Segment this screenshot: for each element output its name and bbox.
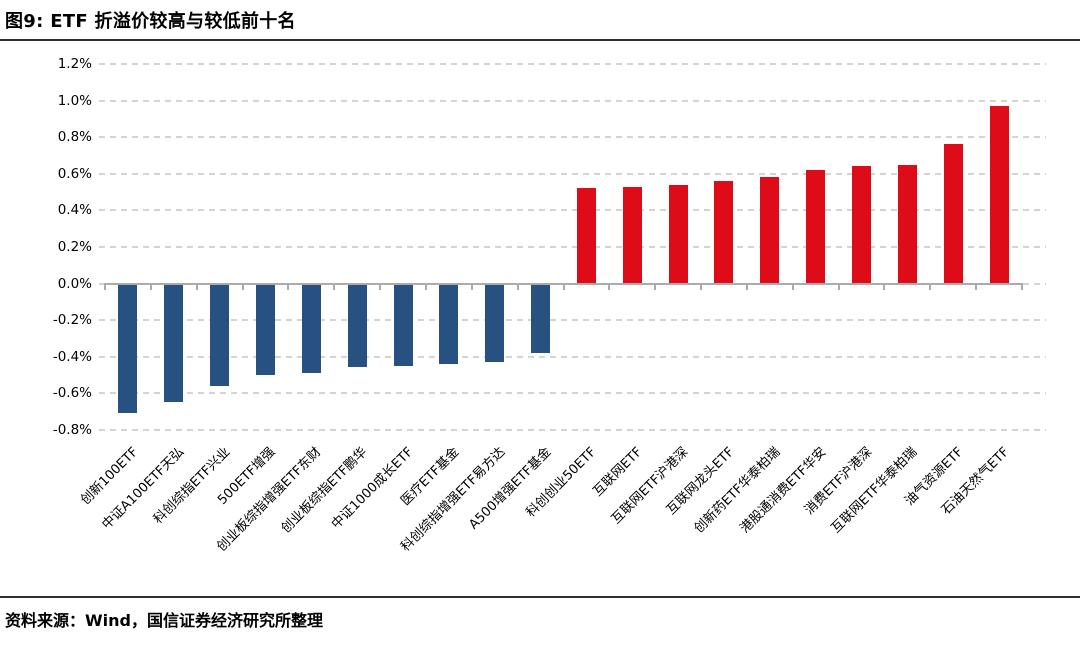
x-axis-tick bbox=[379, 284, 382, 290]
bar bbox=[439, 285, 459, 364]
title-divider bbox=[0, 39, 1080, 41]
x-axis-tick bbox=[1021, 284, 1023, 290]
bar bbox=[989, 105, 1009, 284]
bar bbox=[760, 177, 780, 284]
x-tick-label: 创新药ETF华泰柏瑞 bbox=[691, 444, 784, 537]
bar bbox=[897, 164, 917, 284]
bar bbox=[531, 285, 551, 353]
gridline bbox=[99, 62, 1046, 65]
x-axis-tick bbox=[104, 284, 106, 290]
y-tick-label: 1.0% bbox=[57, 92, 92, 109]
x-tick-label: 中证1000成长ETF bbox=[328, 444, 417, 533]
x-axis-tick bbox=[975, 284, 978, 290]
x-axis bbox=[104, 282, 1023, 285]
x-axis-tick bbox=[700, 284, 703, 290]
x-tick-label: 医疗ETF基金 bbox=[398, 444, 463, 509]
y-tick-label: 0.2% bbox=[57, 238, 92, 255]
x-axis-tick bbox=[287, 284, 290, 290]
x-axis-tick bbox=[562, 284, 565, 290]
bar bbox=[714, 181, 734, 284]
x-tick-label: 创业板综指增强ETF东财 bbox=[214, 444, 325, 555]
y-tick-label: 0.6% bbox=[57, 165, 92, 182]
y-tick-label: 0.4% bbox=[57, 202, 92, 219]
bar bbox=[393, 285, 413, 366]
x-tick-label: 500ETF增强 bbox=[215, 444, 279, 508]
bar bbox=[668, 184, 688, 284]
y-tick-label: 0.8% bbox=[57, 129, 92, 146]
bar bbox=[485, 285, 505, 362]
x-axis-tick bbox=[608, 284, 611, 290]
x-tick-label: 互联网ETF沪港深 bbox=[608, 444, 692, 528]
gridline bbox=[99, 319, 1046, 322]
y-tick-label: 1.2% bbox=[57, 55, 92, 72]
x-tick-label: 科创综指ETF兴业 bbox=[150, 444, 233, 528]
source-divider bbox=[0, 596, 1080, 598]
x-axis-tick bbox=[333, 284, 336, 290]
gridline bbox=[99, 136, 1046, 139]
x-tick-label: 消费ETF沪港深 bbox=[801, 444, 875, 518]
gridline bbox=[99, 245, 1046, 248]
bar bbox=[852, 166, 872, 284]
bar bbox=[255, 285, 275, 375]
gridline bbox=[99, 392, 1046, 395]
x-axis-tick bbox=[241, 284, 244, 290]
x-axis-tick bbox=[745, 284, 748, 290]
x-axis-tick bbox=[424, 284, 427, 290]
chart: 1.2% 1.0% 0.8% 0.6% 0.4% 0.2% 0.0% -0.2% -0.4% -0… bbox=[0, 42, 1080, 594]
x-tick-label: 互联网ETF bbox=[590, 444, 646, 500]
x-axis-tick bbox=[654, 284, 657, 290]
gridline bbox=[99, 172, 1046, 175]
bar bbox=[347, 285, 367, 368]
gridline bbox=[99, 209, 1046, 212]
x-axis-tick bbox=[883, 284, 886, 290]
y-tick-label: -0.4% bbox=[52, 348, 92, 365]
x-tick-label: 中证A100ETF天弘 bbox=[99, 444, 188, 533]
y-tick-label: -0.2% bbox=[52, 312, 92, 329]
x-tick-label: 互联网ETF华泰柏瑞 bbox=[829, 444, 921, 537]
bar bbox=[576, 188, 596, 284]
bar bbox=[118, 285, 138, 414]
x-tick-label: 石油天然气ETF bbox=[939, 444, 1013, 518]
x-tick-label: A500增强ETF基金 bbox=[465, 444, 554, 533]
x-axis-tick bbox=[837, 284, 840, 290]
gridline bbox=[99, 355, 1046, 358]
gridline bbox=[99, 99, 1046, 102]
bar bbox=[164, 285, 184, 403]
x-tick-label: 创业板综指ETF鹏华 bbox=[278, 444, 371, 537]
bar bbox=[806, 170, 826, 284]
x-axis-tick bbox=[149, 284, 152, 290]
bar bbox=[210, 285, 230, 386]
source-note: 资料来源：Wind，国信证券经济研究所整理 bbox=[5, 611, 323, 630]
y-tick-label: -0.6% bbox=[52, 385, 92, 402]
gridline bbox=[99, 428, 1046, 431]
x-axis-tick bbox=[791, 284, 794, 290]
bar bbox=[943, 144, 963, 284]
figure-title: 图9: ETF 折溢价较高与较低前十名 bbox=[5, 11, 296, 32]
x-tick-label: 油气资源ETF bbox=[902, 444, 967, 509]
y-tick-label: -0.8% bbox=[52, 421, 92, 438]
x-axis-tick bbox=[516, 284, 519, 290]
x-tick-label: 科创创业50ETF bbox=[523, 444, 600, 521]
x-axis-tick bbox=[470, 284, 473, 290]
bar bbox=[301, 285, 321, 373]
y-tick-label: 0.0% bbox=[57, 275, 92, 292]
x-tick-label: 港股通消费ETF华安 bbox=[737, 444, 830, 537]
x-tick-label: 科创综指增强ETF易方达 bbox=[397, 444, 509, 555]
bar bbox=[622, 186, 642, 284]
x-tick-label: 互联网龙头ETF bbox=[664, 444, 738, 518]
x-axis-tick bbox=[929, 284, 932, 290]
x-axis-tick bbox=[195, 284, 198, 290]
